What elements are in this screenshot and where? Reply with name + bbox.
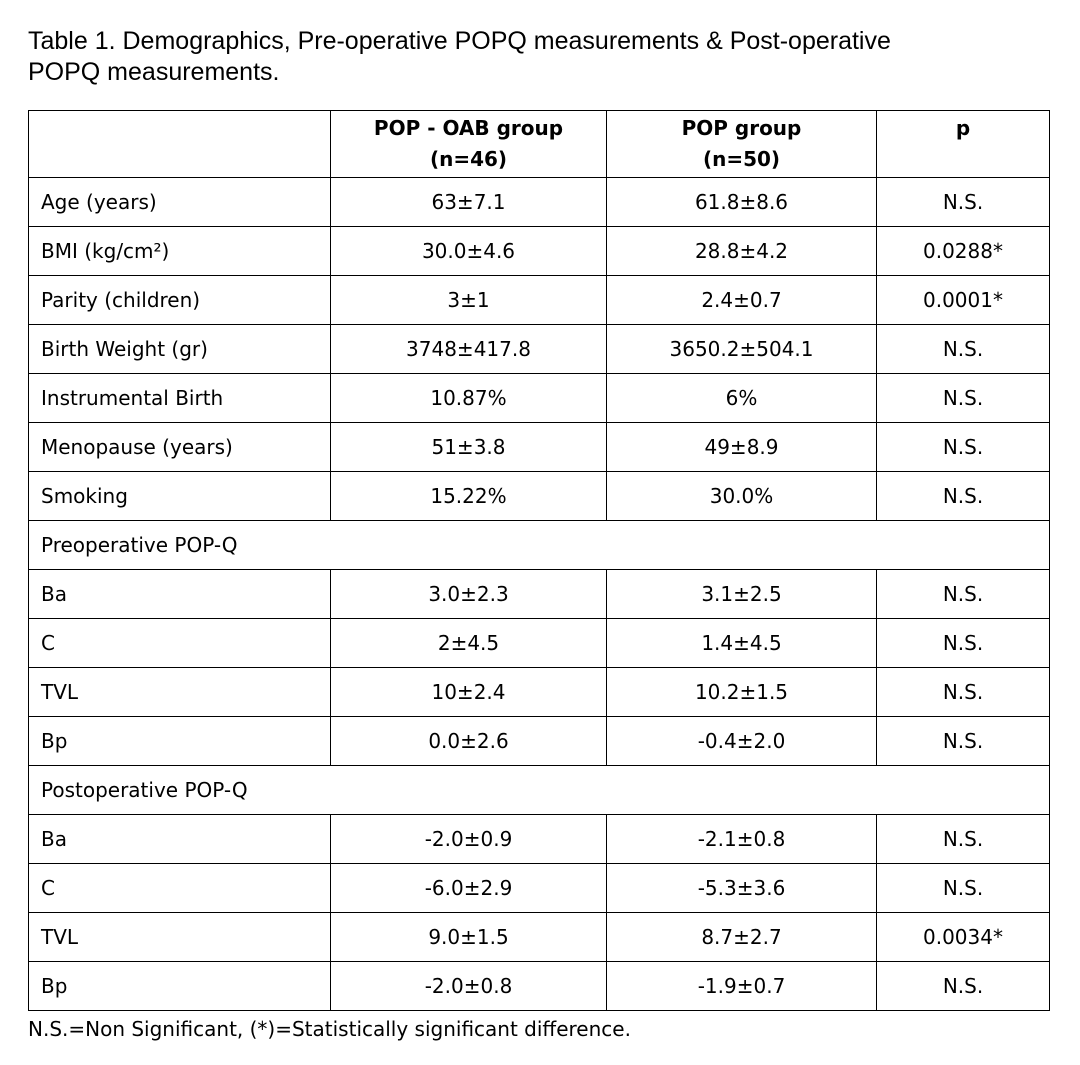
pop-value: 61.8±8.6	[606, 177, 877, 227]
header-p-value: p	[876, 110, 1050, 178]
header-pop-title: POP group	[681, 116, 802, 140]
header-pop-oab-n: (n=46)	[429, 147, 508, 171]
header-pop-n: (n=50)	[702, 147, 781, 171]
row-label: TVL	[28, 667, 331, 717]
row-label: Ba	[28, 814, 331, 864]
oab-value: 2±4.5	[330, 618, 607, 668]
table-row: TVL 9.0±1.5 8.7±2.7 0.0034*	[28, 912, 1050, 962]
p-value: N.S.	[876, 716, 1050, 766]
row-label: Bp	[28, 961, 331, 1011]
table-row: Menopause (years) 51±3.8 49±8.9 N.S.	[28, 422, 1050, 472]
row-label: TVL	[28, 912, 331, 962]
pop-value: 8.7±2.7	[606, 912, 877, 962]
demographics-table: POP - OAB group (n=46) POP group (n=50) …	[28, 110, 1050, 1011]
caption-line-1: Table 1. Demographics, Pre-operative POP…	[28, 27, 891, 55]
p-value: N.S.	[876, 177, 1050, 227]
oab-value: 10.87%	[330, 373, 607, 423]
p-value: N.S.	[876, 471, 1050, 521]
header-empty	[28, 110, 331, 178]
pop-value: -0.4±2.0	[606, 716, 877, 766]
table-row: Smoking 15.22% 30.0% N.S.	[28, 471, 1050, 521]
oab-value: -2.0±0.9	[330, 814, 607, 864]
row-label: C	[28, 618, 331, 668]
table-row: Ba -2.0±0.9 -2.1±0.8 N.S.	[28, 814, 1050, 864]
table-row: Birth Weight (gr) 3748±417.8 3650.2±504.…	[28, 324, 1050, 374]
p-value: N.S.	[876, 422, 1050, 472]
row-label: Ba	[28, 569, 331, 619]
header-pop-group: POP group (n=50)	[606, 110, 877, 178]
row-label: Smoking	[28, 471, 331, 521]
pop-value: -5.3±3.6	[606, 863, 877, 913]
oab-value: 10±2.4	[330, 667, 607, 717]
section-title-preoperative: Preoperative POP-Q	[28, 520, 1050, 570]
table-body: Age (years) 63±7.1 61.8±8.6 N.S. BMI (kg…	[28, 177, 1050, 1011]
oab-value: 3±1	[330, 275, 607, 325]
p-value: N.S.	[876, 961, 1050, 1011]
row-label: Menopause (years)	[28, 422, 331, 472]
table-row: Bp -2.0±0.8 -1.9±0.7 N.S.	[28, 961, 1050, 1011]
table-row: C 2±4.5 1.4±4.5 N.S.	[28, 618, 1050, 668]
table-footnote: N.S.=Non Significant, (*)=Statistically …	[28, 1017, 631, 1041]
header-pop-oab-title: POP - OAB group	[373, 116, 564, 140]
table-caption: Table 1. Demographics, Pre-operative POP…	[28, 26, 1048, 88]
pop-value: 28.8±4.2	[606, 226, 877, 276]
row-label: BMI (kg/cm²)	[28, 226, 331, 276]
p-value: 0.0001*	[876, 275, 1050, 325]
table-row: Parity (children) 3±1 2.4±0.7 0.0001*	[28, 275, 1050, 325]
row-label: Bp	[28, 716, 331, 766]
oab-value: -2.0±0.8	[330, 961, 607, 1011]
p-value: 0.0288*	[876, 226, 1050, 276]
oab-value: 9.0±1.5	[330, 912, 607, 962]
section-title-postoperative: Postoperative POP-Q	[28, 765, 1050, 815]
caption-line-2: POPQ measurements.	[28, 58, 280, 86]
oab-value: 3.0±2.3	[330, 569, 607, 619]
oab-value: 15.22%	[330, 471, 607, 521]
table-row: Ba 3.0±2.3 3.1±2.5 N.S.	[28, 569, 1050, 619]
oab-value: 51±3.8	[330, 422, 607, 472]
pop-value: -1.9±0.7	[606, 961, 877, 1011]
section-row-preoperative: Preoperative POP-Q	[28, 520, 1050, 570]
oab-value: -6.0±2.9	[330, 863, 607, 913]
section-row-postoperative: Postoperative POP-Q	[28, 765, 1050, 815]
table-row: C -6.0±2.9 -5.3±3.6 N.S.	[28, 863, 1050, 913]
table-row: TVL 10±2.4 10.2±1.5 N.S.	[28, 667, 1050, 717]
table-row: Bp 0.0±2.6 -0.4±2.0 N.S.	[28, 716, 1050, 766]
oab-value: 3748±417.8	[330, 324, 607, 374]
pop-value: -2.1±0.8	[606, 814, 877, 864]
p-value: N.S.	[876, 324, 1050, 374]
pop-value: 1.4±4.5	[606, 618, 877, 668]
p-value: N.S.	[876, 667, 1050, 717]
pop-value: 10.2±1.5	[606, 667, 877, 717]
table-row: Age (years) 63±7.1 61.8±8.6 N.S.	[28, 177, 1050, 227]
pop-value: 2.4±0.7	[606, 275, 877, 325]
pop-value: 49±8.9	[606, 422, 877, 472]
oab-value: 0.0±2.6	[330, 716, 607, 766]
p-value: N.S.	[876, 863, 1050, 913]
row-label: Parity (children)	[28, 275, 331, 325]
header-pop-oab-group: POP - OAB group (n=46)	[330, 110, 607, 178]
p-value: N.S.	[876, 569, 1050, 619]
oab-value: 30.0±4.6	[330, 226, 607, 276]
p-value: N.S.	[876, 373, 1050, 423]
p-value: N.S.	[876, 618, 1050, 668]
pop-value: 3.1±2.5	[606, 569, 877, 619]
table-row: Instrumental Birth 10.87% 6% N.S.	[28, 373, 1050, 423]
table-header-row: POP - OAB group (n=46) POP group (n=50) …	[28, 110, 1050, 178]
oab-value: 63±7.1	[330, 177, 607, 227]
row-label: Instrumental Birth	[28, 373, 331, 423]
p-value: 0.0034*	[876, 912, 1050, 962]
row-label: Birth Weight (gr)	[28, 324, 331, 374]
p-value: N.S.	[876, 814, 1050, 864]
pop-value: 6%	[606, 373, 877, 423]
pop-value: 3650.2±504.1	[606, 324, 877, 374]
row-label: Age (years)	[28, 177, 331, 227]
pop-value: 30.0%	[606, 471, 877, 521]
row-label: C	[28, 863, 331, 913]
table-row: BMI (kg/cm²) 30.0±4.6 28.8±4.2 0.0288*	[28, 226, 1050, 276]
